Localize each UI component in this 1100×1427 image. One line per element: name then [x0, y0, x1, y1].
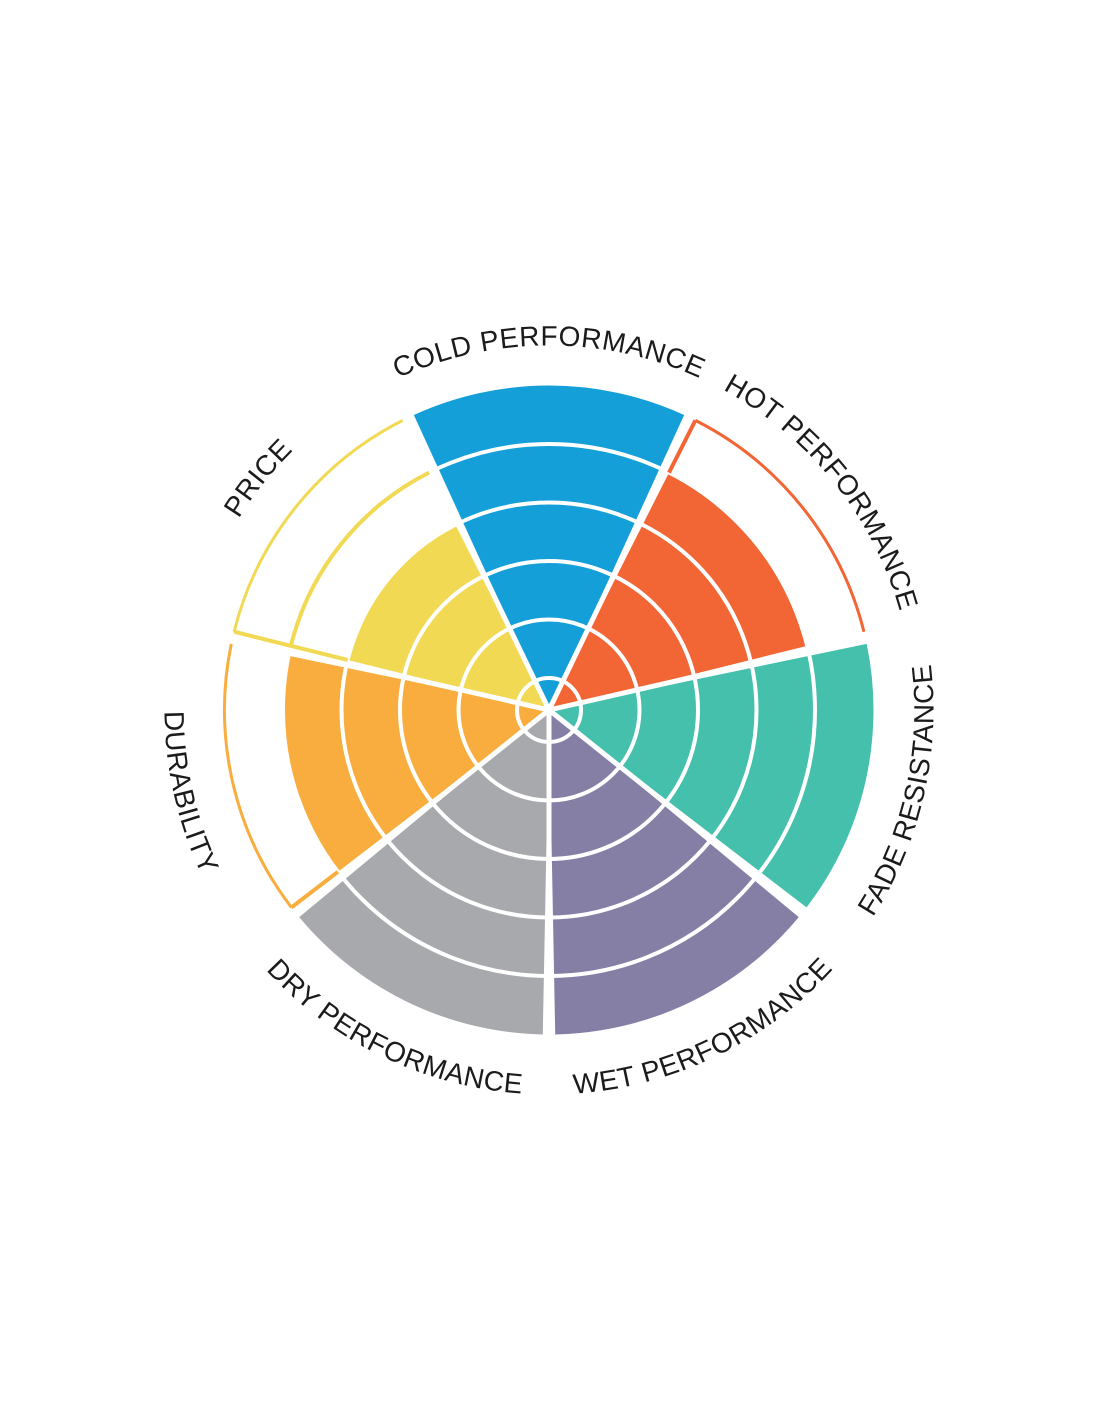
category-label-price: PRICE [218, 433, 298, 522]
wedge-layer [283, 385, 874, 1035]
wedge-hot-performance [549, 472, 808, 710]
grid-spoke [546, 412, 694, 712]
outline-durability [223, 643, 340, 910]
grid-spoke [547, 708, 808, 917]
outline-hot-performance [667, 419, 866, 633]
grid-spoke [290, 708, 551, 917]
category-label-cold-performance: COLD PERFORMANCE [388, 320, 710, 383]
grid-spoke [548, 634, 870, 713]
grid-spoke [404, 412, 552, 712]
category-label-durability: DURABILITY [158, 710, 224, 878]
grid-spoke [228, 634, 550, 713]
wedge-dry-performance [299, 710, 549, 1035]
wedge-cold-performance [413, 385, 685, 710]
wedge-wet-performance [549, 710, 799, 1035]
outline-layer [223, 419, 866, 910]
grid-layer [228, 412, 870, 1039]
wedge-price [347, 524, 549, 710]
wedge-fade-resistance [549, 643, 874, 908]
outline-price [232, 419, 430, 662]
wedge-durability [283, 655, 549, 872]
